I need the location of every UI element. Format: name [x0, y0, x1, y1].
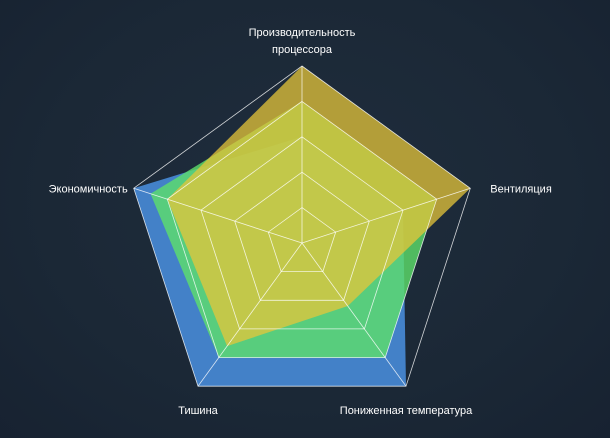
grid-spoke-5 — [133, 187, 303, 244]
axis-labels: Производительность процессора Вентиляция По… — [49, 27, 552, 417]
axis-label-1-line-2: процессора — [272, 44, 333, 56]
grid-layer — [133, 65, 471, 387]
axis-label-1-line-1: Производительность — [249, 27, 356, 39]
axis-label-1: Производительность процессора — [249, 27, 356, 56]
grid-ring-2 — [234, 171, 370, 301]
grid-ring-3 — [200, 136, 404, 330]
axis-label-5-line-1: Экономичность — [49, 183, 128, 195]
axis-label-5: Экономичность — [49, 183, 128, 195]
axis-label-3: Пониженная температура — [340, 405, 473, 417]
grid-spoke-2 — [301, 187, 471, 244]
axis-label-4: Тишина — [178, 405, 218, 417]
grid-spoke-4 — [197, 242, 303, 387]
axis-label-2: Вентиляция — [490, 183, 552, 195]
series-layer — [133, 66, 471, 387]
axis-label-4-line-1: Тишина — [178, 405, 218, 417]
axis-label-3-line-1: Пониженная температура — [340, 405, 473, 417]
grid-spoke-3 — [301, 242, 407, 387]
grid-ring-4 — [166, 100, 438, 359]
grid-ring-5 — [133, 65, 471, 387]
axis-label-2-line-1: Вентиляция — [490, 183, 552, 195]
grid-ring-1 — [267, 207, 337, 273]
series-3-area — [167, 66, 471, 347]
